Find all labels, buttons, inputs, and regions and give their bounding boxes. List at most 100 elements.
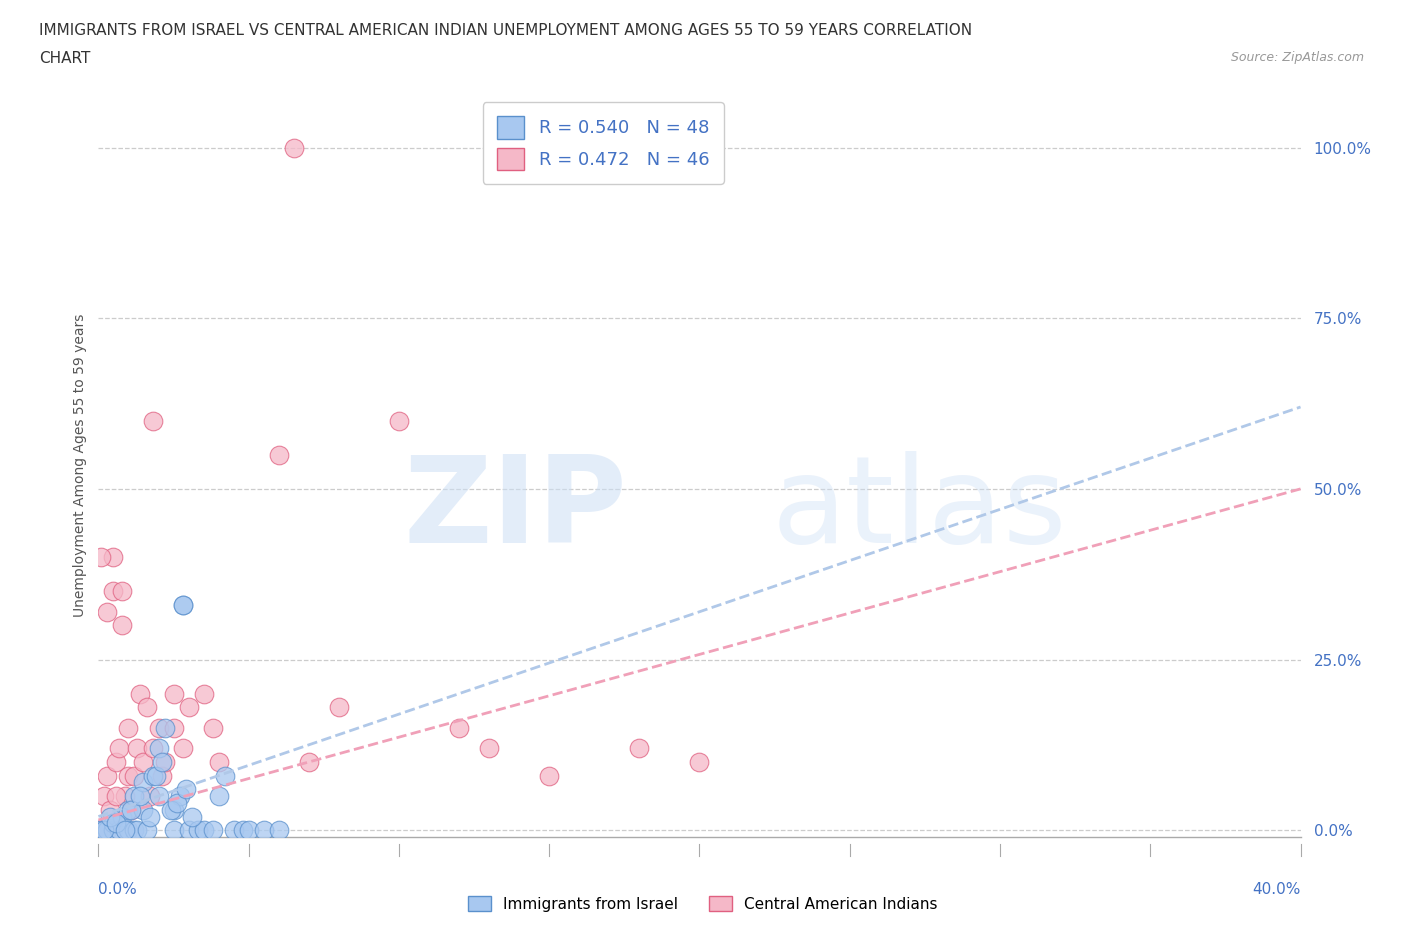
Immigrants from Israel [148, 741, 170, 756]
Immigrants from Israel [180, 809, 202, 824]
Immigrants from Israel [150, 754, 173, 769]
Immigrants from Israel [121, 803, 143, 817]
Central American Indians [193, 686, 215, 701]
Central American Indians [90, 550, 112, 565]
Text: Source: ZipAtlas.com: Source: ZipAtlas.com [1230, 51, 1364, 64]
Central American Indians [628, 741, 651, 756]
Immigrants from Israel [108, 823, 131, 838]
Central American Indians [283, 140, 305, 155]
Central American Indians [117, 768, 139, 783]
Immigrants from Israel [153, 721, 176, 736]
Immigrants from Israel [162, 803, 184, 817]
Central American Indians [267, 447, 290, 462]
Central American Indians [150, 768, 173, 783]
Central American Indians [172, 741, 194, 756]
Immigrants from Israel [162, 823, 184, 838]
Immigrants from Israel [172, 597, 194, 612]
Central American Indians [96, 604, 118, 619]
Central American Indians [114, 789, 136, 804]
Immigrants from Israel [90, 823, 112, 838]
Central American Indians [129, 686, 152, 701]
Text: IMMIGRANTS FROM ISRAEL VS CENTRAL AMERICAN INDIAN UNEMPLOYMENT AMONG AGES 55 TO : IMMIGRANTS FROM ISRAEL VS CENTRAL AMERIC… [39, 23, 973, 38]
Text: CHART: CHART [39, 51, 91, 66]
Central American Indians [93, 789, 115, 804]
Immigrants from Israel [135, 823, 157, 838]
Text: 0.0%: 0.0% [98, 882, 138, 897]
Central American Indians [103, 550, 125, 565]
Immigrants from Israel [114, 823, 136, 838]
Immigrants from Israel [208, 789, 231, 804]
Immigrants from Israel [132, 775, 155, 790]
Immigrants from Israel [267, 823, 290, 838]
Immigrants from Israel [117, 823, 139, 838]
Text: ZIP: ZIP [404, 451, 627, 568]
Central American Indians [111, 618, 134, 632]
Central American Indians [108, 741, 131, 756]
Central American Indians [162, 686, 184, 701]
Legend: Immigrants from Israel, Central American Indians: Immigrants from Israel, Central American… [463, 889, 943, 918]
Immigrants from Israel [174, 782, 197, 797]
Immigrants from Israel [93, 823, 115, 838]
Immigrants from Israel [132, 803, 155, 817]
Immigrants from Israel [138, 809, 160, 824]
Central American Indians [298, 754, 321, 769]
Central American Indians [177, 700, 200, 715]
Immigrants from Israel [253, 823, 276, 838]
Central American Indians [87, 823, 110, 838]
Central American Indians [141, 413, 163, 428]
Immigrants from Israel [96, 823, 118, 838]
Immigrants from Israel [169, 789, 191, 804]
Immigrants from Israel [100, 809, 122, 824]
Immigrants from Israel [127, 823, 149, 838]
Immigrants from Israel [187, 823, 209, 838]
Central American Indians [132, 754, 155, 769]
Central American Indians [105, 754, 128, 769]
Immigrants from Israel [148, 789, 170, 804]
Central American Indians [208, 754, 231, 769]
Immigrants from Israel [87, 823, 110, 838]
Immigrants from Israel [103, 816, 125, 830]
Central American Indians [138, 789, 160, 804]
Central American Indians [201, 721, 224, 736]
Central American Indians [96, 768, 118, 783]
Immigrants from Israel [117, 803, 139, 817]
Immigrants from Israel [222, 823, 245, 838]
Legend: R = 0.540   N = 48, R = 0.472   N = 46: R = 0.540 N = 48, R = 0.472 N = 46 [482, 102, 724, 184]
Immigrants from Israel [201, 823, 224, 838]
Immigrants from Israel [145, 768, 167, 783]
Central American Indians [90, 823, 112, 838]
Immigrants from Israel [141, 768, 163, 783]
Central American Indians [688, 754, 710, 769]
Central American Indians [135, 700, 157, 715]
Central American Indians [388, 413, 411, 428]
Central American Indians [103, 584, 125, 599]
Central American Indians [328, 700, 350, 715]
Immigrants from Israel [124, 789, 146, 804]
Central American Indians [124, 768, 146, 783]
Central American Indians [121, 803, 143, 817]
Immigrants from Israel [103, 823, 125, 838]
Central American Indians [153, 754, 176, 769]
Immigrants from Israel [111, 809, 134, 824]
Immigrants from Israel [166, 795, 188, 810]
Immigrants from Israel [177, 823, 200, 838]
Immigrants from Israel [105, 816, 128, 830]
Central American Indians [100, 803, 122, 817]
Central American Indians [105, 789, 128, 804]
Central American Indians [141, 741, 163, 756]
Immigrants from Israel [193, 823, 215, 838]
Central American Indians [117, 721, 139, 736]
Y-axis label: Unemployment Among Ages 55 to 59 years: Unemployment Among Ages 55 to 59 years [73, 313, 87, 617]
Immigrants from Israel [124, 823, 146, 838]
Central American Indians [538, 768, 561, 783]
Immigrants from Israel [129, 789, 152, 804]
Central American Indians [478, 741, 501, 756]
Central American Indians [127, 741, 149, 756]
Immigrants from Israel [232, 823, 254, 838]
Immigrants from Israel [172, 597, 194, 612]
Immigrants from Israel [159, 803, 181, 817]
Central American Indians [162, 721, 184, 736]
Central American Indians [111, 584, 134, 599]
Immigrants from Israel [214, 768, 236, 783]
Central American Indians [447, 721, 470, 736]
